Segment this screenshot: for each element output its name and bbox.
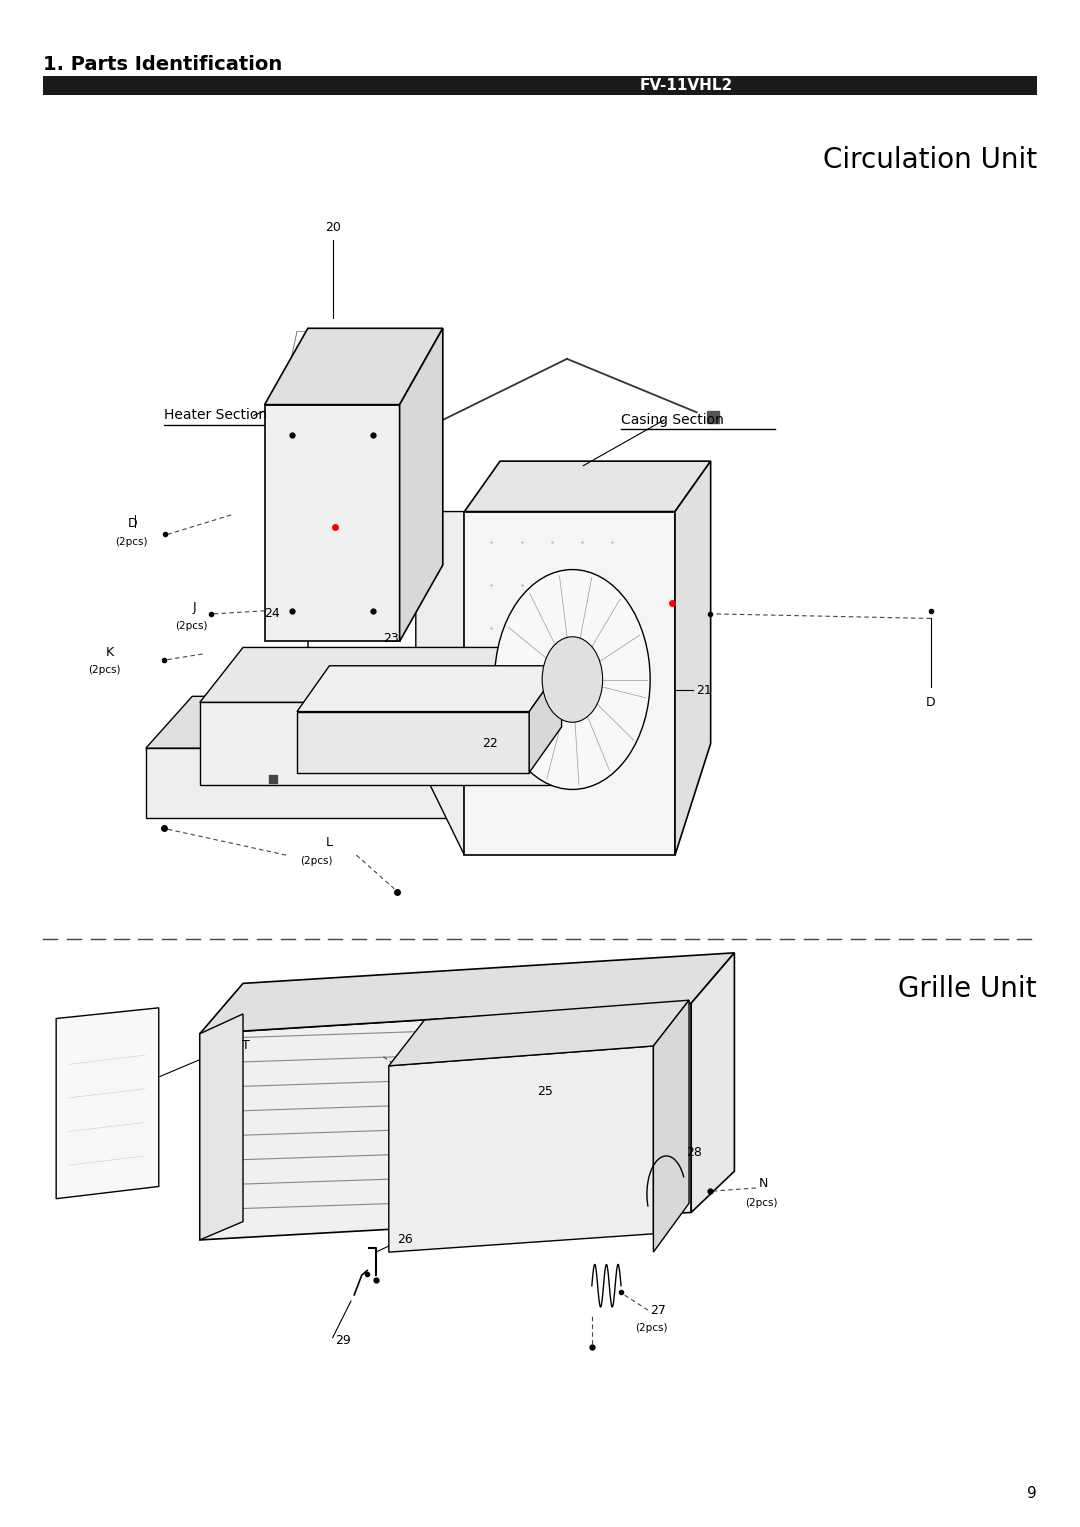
Text: 24: 24 [265, 608, 281, 620]
Text: N: N [759, 1177, 769, 1190]
Text: D: D [927, 696, 935, 709]
Text: (2pcs): (2pcs) [745, 1199, 778, 1208]
Bar [43, 76, 1037, 95]
Polygon shape [200, 953, 734, 1034]
Text: Grille Unit: Grille Unit [899, 976, 1037, 1003]
Text: D: D [127, 518, 137, 530]
Text: FV-11VHL2: FV-11VHL2 [639, 78, 732, 93]
Polygon shape [200, 1003, 691, 1240]
Polygon shape [691, 953, 734, 1212]
Text: 9: 9 [1027, 1486, 1037, 1501]
Text: Heater Section: Heater Section [164, 408, 267, 423]
Text: 21: 21 [697, 684, 713, 696]
Text: (2pcs): (2pcs) [116, 538, 148, 547]
Polygon shape [200, 702, 551, 785]
Polygon shape [400, 328, 443, 641]
Polygon shape [464, 461, 711, 512]
Polygon shape [551, 647, 594, 785]
Polygon shape [265, 405, 400, 641]
Polygon shape [265, 328, 443, 405]
Polygon shape [200, 1014, 243, 1240]
Text: (2pcs): (2pcs) [175, 621, 207, 631]
Polygon shape [389, 1000, 689, 1066]
Polygon shape [297, 712, 529, 773]
Polygon shape [146, 748, 518, 818]
Text: (2pcs): (2pcs) [300, 857, 333, 866]
Polygon shape [56, 1008, 159, 1199]
Polygon shape [416, 512, 464, 855]
Text: K: K [106, 646, 114, 658]
Polygon shape [389, 1046, 653, 1252]
Text: 22: 22 [482, 738, 498, 750]
Polygon shape [297, 666, 562, 712]
Polygon shape [146, 696, 565, 748]
Polygon shape [200, 647, 594, 702]
Text: 28: 28 [686, 1147, 702, 1159]
Text: L: L [326, 837, 333, 849]
Text: 29: 29 [335, 1335, 351, 1347]
Text: 23: 23 [383, 632, 400, 644]
Polygon shape [653, 1000, 689, 1252]
Text: 25: 25 [537, 1086, 553, 1098]
Polygon shape [529, 666, 562, 773]
Text: 26: 26 [397, 1234, 414, 1246]
Polygon shape [675, 461, 711, 855]
Circle shape [495, 570, 650, 789]
Circle shape [542, 637, 603, 722]
Text: 20: 20 [325, 220, 340, 234]
Text: (2pcs): (2pcs) [635, 1324, 667, 1333]
Text: Circulation Unit: Circulation Unit [823, 147, 1037, 174]
Text: 1. Parts Identification: 1. Parts Identification [43, 55, 283, 73]
Text: T: T [242, 1040, 251, 1052]
Polygon shape [518, 696, 565, 818]
Text: J: J [192, 602, 195, 614]
Text: (2pcs): (2pcs) [89, 666, 121, 675]
Text: Casing Section: Casing Section [621, 412, 724, 428]
Text: 27: 27 [650, 1304, 666, 1316]
Polygon shape [464, 512, 675, 855]
